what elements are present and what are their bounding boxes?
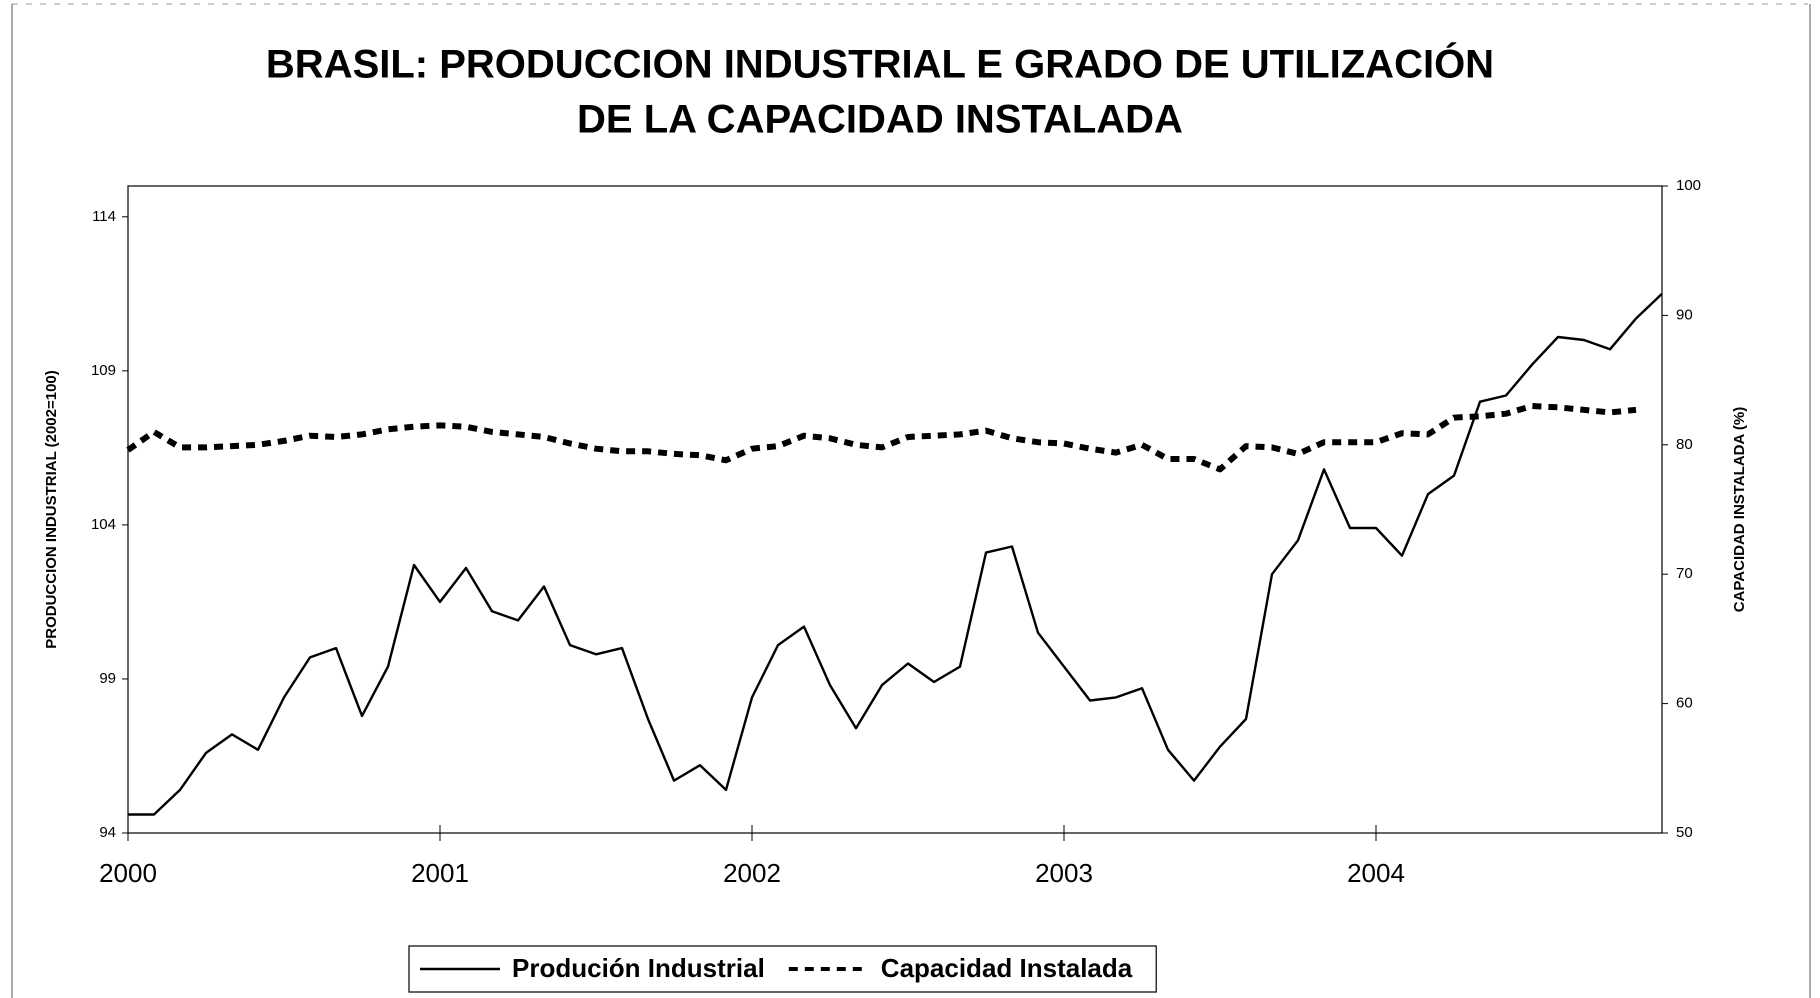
y-tick-label: 114 <box>92 208 116 225</box>
y2-axis-label: CAPACIDAD INSTALADA (%) <box>1731 407 1748 613</box>
chart-title: DE LA CAPACIDAD INSTALADA <box>577 98 1183 142</box>
plot-frame <box>127 185 1663 834</box>
y-tick-label: 99 <box>99 670 116 687</box>
y2-tick-label: 70 <box>1676 565 1693 582</box>
x-tick-label: 2003 <box>1035 858 1093 888</box>
y-tick-label: 94 <box>99 824 116 841</box>
y-tick-label: 109 <box>91 362 116 379</box>
x-tick-label: 2002 <box>723 858 781 888</box>
chart-title: BRASIL: PRODUCCION INDUSTRIAL E GRADO DE… <box>266 41 1494 87</box>
x-tick-label: 2000 <box>99 858 157 888</box>
x-tick-label: 2004 <box>1347 858 1405 888</box>
legend: Produción Industrial Capacidad Instalada <box>408 945 1157 993</box>
y-axis-label: PRODUCCION INDUSTRIAL (2002=100) <box>43 370 60 649</box>
legend-box <box>408 945 1157 993</box>
y2-tick-label: 100 <box>1676 177 1701 194</box>
y2-tick-label: 80 <box>1676 436 1693 453</box>
legend-label: Capacidad Instalada <box>881 953 1133 983</box>
series-line <box>128 292 1663 816</box>
y-tick-label: 104 <box>91 516 116 533</box>
y2-tick-label: 60 <box>1676 695 1693 712</box>
series-line <box>126 403 1637 473</box>
y2-tick-label: 50 <box>1676 824 1693 841</box>
x-tick-label: 2001 <box>411 858 469 888</box>
y2-tick-label: 90 <box>1676 306 1693 323</box>
legend-label: Produción Industrial <box>512 953 765 983</box>
